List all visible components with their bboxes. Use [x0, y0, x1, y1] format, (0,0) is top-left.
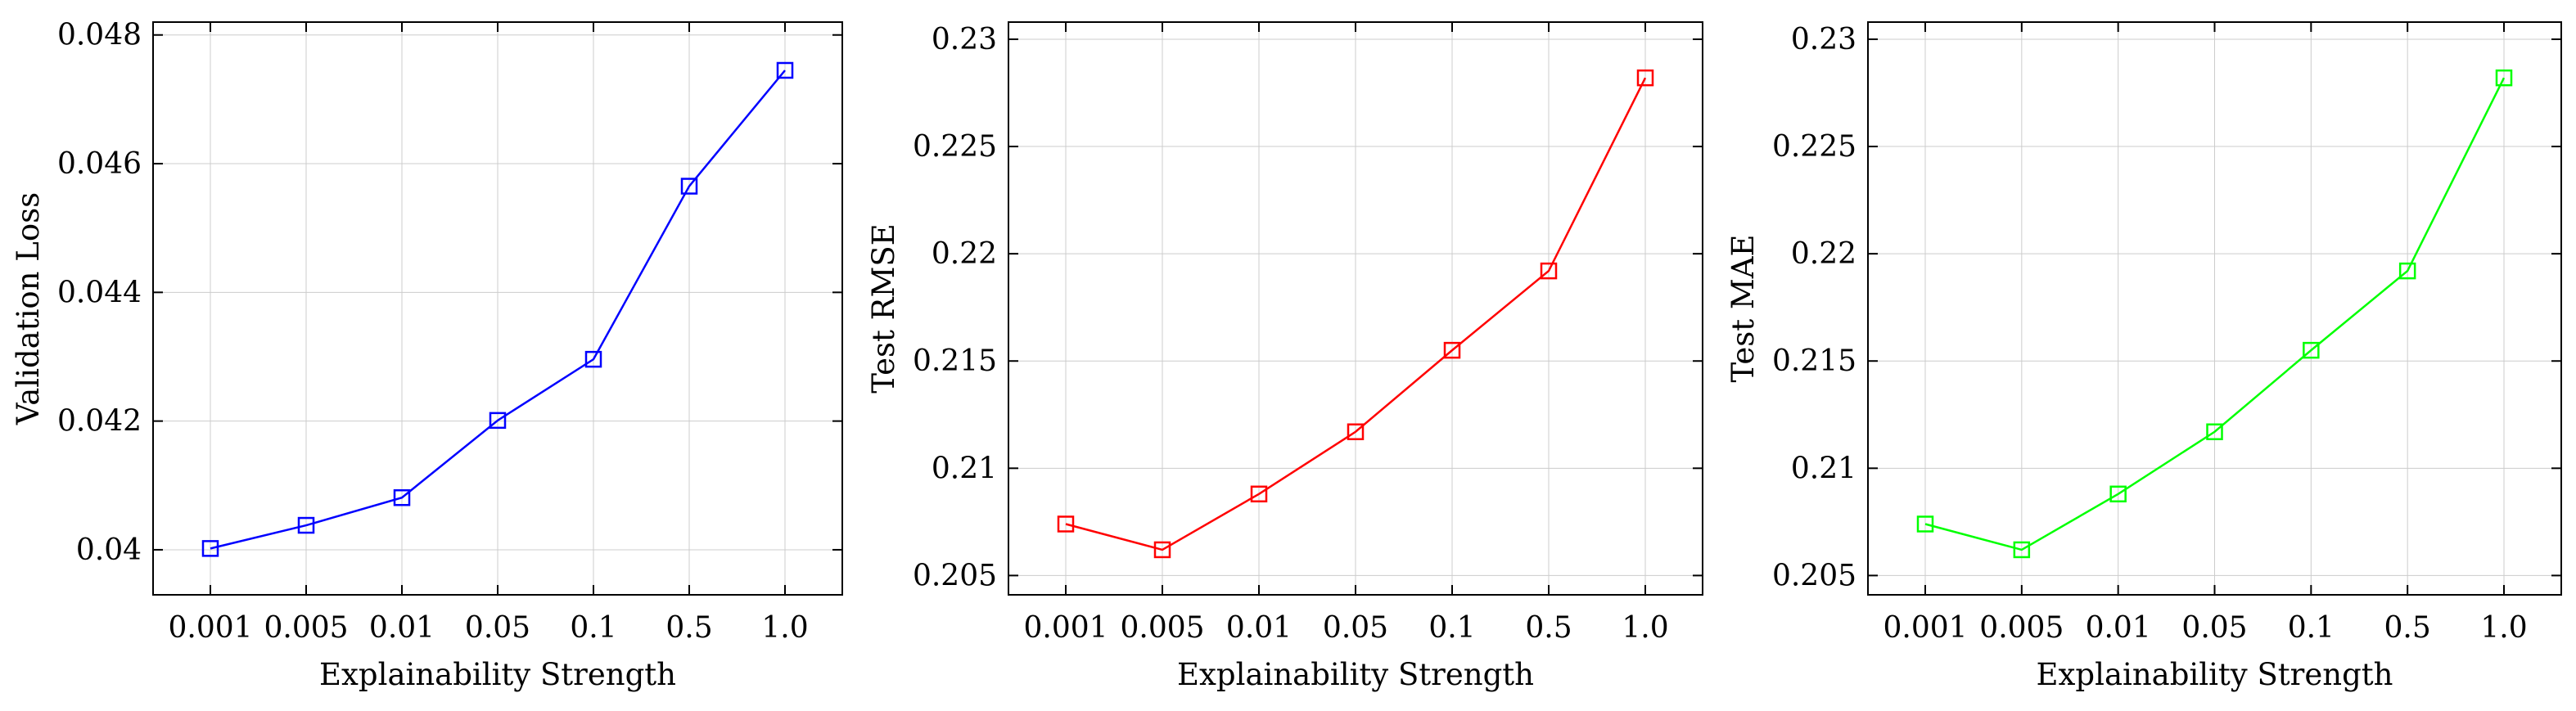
data-point-marker [2398, 262, 2416, 280]
x-tick-label: 0.01 [1226, 611, 1292, 645]
data-point-marker [2303, 341, 2320, 359]
data-point-marker [201, 540, 219, 557]
y-tick-label: 0.23 [932, 23, 997, 56]
x-tick-label: 0.001 [1023, 611, 1108, 645]
y-tick-label: 0.23 [1791, 23, 1856, 56]
x-axis-label: Explainability Strength [319, 657, 676, 692]
x-tick-label: 0.1 [2288, 611, 2335, 645]
x-tick-label: 1.0 [2480, 611, 2527, 645]
data-point-marker [2206, 423, 2223, 440]
data-point-marker [1153, 541, 1171, 559]
data-point-marker [1057, 515, 1075, 533]
x-tick-label: 0.005 [264, 611, 348, 645]
y-tick-label: 0.046 [57, 147, 142, 181]
data-point-marker [1636, 69, 1654, 87]
data-point-marker [1347, 423, 1365, 440]
y-tick-label: 0.042 [57, 405, 142, 439]
y-tick-label: 0.225 [1772, 130, 1856, 164]
data-point-marker [297, 516, 315, 534]
data-point-marker [489, 412, 507, 430]
data-point-marker [2495, 69, 2513, 87]
series-line [1065, 77, 1647, 551]
x-tick-label: 0.005 [1979, 611, 2064, 645]
data-point-marker [393, 488, 411, 506]
y-tick-label: 0.21 [1791, 452, 1856, 485]
data-point-marker [1443, 341, 1461, 359]
data-point-marker [2013, 541, 2031, 559]
y-tick-label: 0.048 [57, 19, 142, 52]
x-tick-label: 0.1 [570, 611, 616, 645]
chart-panel-2: 0.205 0.21 0.215 0.22 0.225 0.23 0.001 0.005 0.0… [866, 21, 1703, 692]
x-tick-label: 0.001 [1883, 611, 1967, 645]
y-tick-label: 0.21 [932, 452, 997, 485]
x-tick-label: 0.01 [2086, 611, 2151, 645]
data-point-marker [680, 178, 698, 195]
data-point-marker [584, 350, 602, 368]
data-point-marker [1540, 262, 1558, 280]
data-point-marker [1916, 515, 1934, 533]
chart-panel-1: 0.04 0.042 0.044 0.046 0.048 0.001 0.005 0.01 0.… [11, 19, 843, 692]
x-axis-label: Explainability Strength [2037, 657, 2393, 692]
y-tick-label: 0.22 [932, 237, 997, 271]
x-tick-label: 0.05 [2181, 611, 2247, 645]
series-line [1924, 77, 2506, 551]
data-point-marker [776, 61, 794, 79]
x-tick-label: 0.05 [465, 611, 530, 645]
y-tick-label: 0.04 [76, 533, 142, 567]
x-tick-label: 0.1 [1428, 611, 1475, 645]
y-axis-label: Test RMSE [866, 223, 901, 393]
y-tick-label: 0.215 [1772, 344, 1856, 378]
y-tick-label: 0.205 [1772, 559, 1856, 592]
data-point-marker [1250, 485, 1268, 503]
x-axis-label: Explainability Strength [1177, 657, 1534, 692]
y-tick-label: 0.044 [57, 276, 142, 309]
x-tick-label: 0.001 [168, 611, 252, 645]
x-tick-label: 0.05 [1323, 611, 1388, 645]
x-tick-label: 0.5 [665, 611, 712, 645]
x-tick-label: 0.5 [1525, 611, 1572, 645]
x-tick-label: 0.5 [2384, 611, 2431, 645]
y-tick-label: 0.225 [913, 130, 997, 164]
y-tick-label: 0.215 [913, 344, 997, 378]
y-axis-label: Validation Loss [11, 192, 46, 425]
y-tick-label: 0.205 [913, 559, 997, 592]
x-tick-label: 1.0 [1622, 611, 1668, 645]
x-tick-label: 0.01 [369, 611, 435, 645]
y-axis-label: Test MAE [1726, 235, 1761, 383]
series-line [210, 70, 786, 550]
y-tick-label: 0.22 [1791, 237, 1856, 271]
data-point-marker [2109, 485, 2127, 503]
chart-panel-3: 0.205 0.21 0.215 0.22 0.225 0.23 0.001 0.005 0.0… [1726, 21, 2562, 692]
x-tick-label: 0.005 [1120, 611, 1204, 645]
x-tick-label: 1.0 [761, 611, 808, 645]
